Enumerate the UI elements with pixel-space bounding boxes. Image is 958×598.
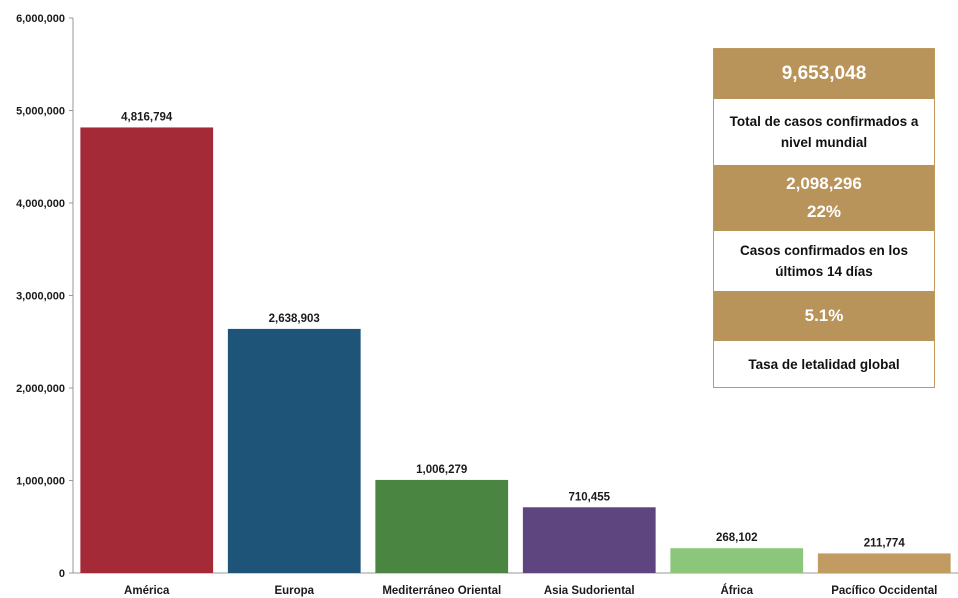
bar-value-label: 268,102 [716, 532, 758, 544]
category-label: Pacífico Occidental [831, 585, 937, 597]
fatality-rate-label: Tasa de letalidad global [748, 356, 900, 372]
bar-value-label: 211,774 [864, 537, 906, 549]
bar [670, 548, 804, 573]
value-labels: 4,816,794 2,638,903 1,006,279 710,455 268,10… [121, 111, 905, 549]
fatality-rate-value: 5.1% [714, 291, 934, 341]
category-label: América [124, 585, 170, 597]
bar [227, 328, 361, 573]
bar [80, 127, 214, 573]
category-label: Asia Sudoriental [544, 585, 635, 597]
bar [817, 553, 951, 573]
category-label: Mediterráneo Oriental [382, 585, 501, 597]
category-label: África [720, 584, 753, 597]
bars [80, 127, 951, 573]
y-tick-label: 0 [59, 568, 65, 580]
y-axis-ticks: 0 1,000,000 2,000,000 3,000,000 4,000,000 5,0… [16, 13, 73, 580]
bar-value-label: 1,006,279 [416, 464, 467, 476]
bar-value-label: 710,455 [568, 491, 610, 503]
y-tick-label: 1,000,000 [16, 476, 65, 488]
bar-value-label: 2,638,903 [269, 313, 320, 325]
recent-cases-percent: 22% [806, 202, 842, 221]
bar [375, 479, 509, 573]
bar-value-label: 4,816,794 [121, 111, 173, 123]
y-tick-label: 2,000,000 [16, 383, 65, 395]
recent-cases-band: 2,098,296 22% [714, 165, 934, 231]
y-tick-label: 3,000,000 [16, 291, 65, 303]
summary-panel: 9,653,048 Total de casos confirmados a n… [713, 48, 935, 388]
category-labels: América Europa Mediterráneo Oriental Asia S… [124, 584, 937, 597]
y-tick-label: 6,000,000 [16, 13, 65, 25]
bar [522, 507, 656, 573]
y-tick-label: 4,000,000 [16, 198, 65, 210]
recent-cases-label: Casos confirmados en los últimos 14 días [739, 243, 909, 279]
total-cases-label: Total de casos confirmados a nivel mundi… [729, 114, 919, 150]
y-tick-label: 5,000,000 [16, 106, 65, 118]
total-cases-value: 9,653,048 [714, 49, 934, 99]
recent-cases-value: 2,098,296 [786, 174, 862, 193]
category-label: Europa [274, 585, 314, 597]
